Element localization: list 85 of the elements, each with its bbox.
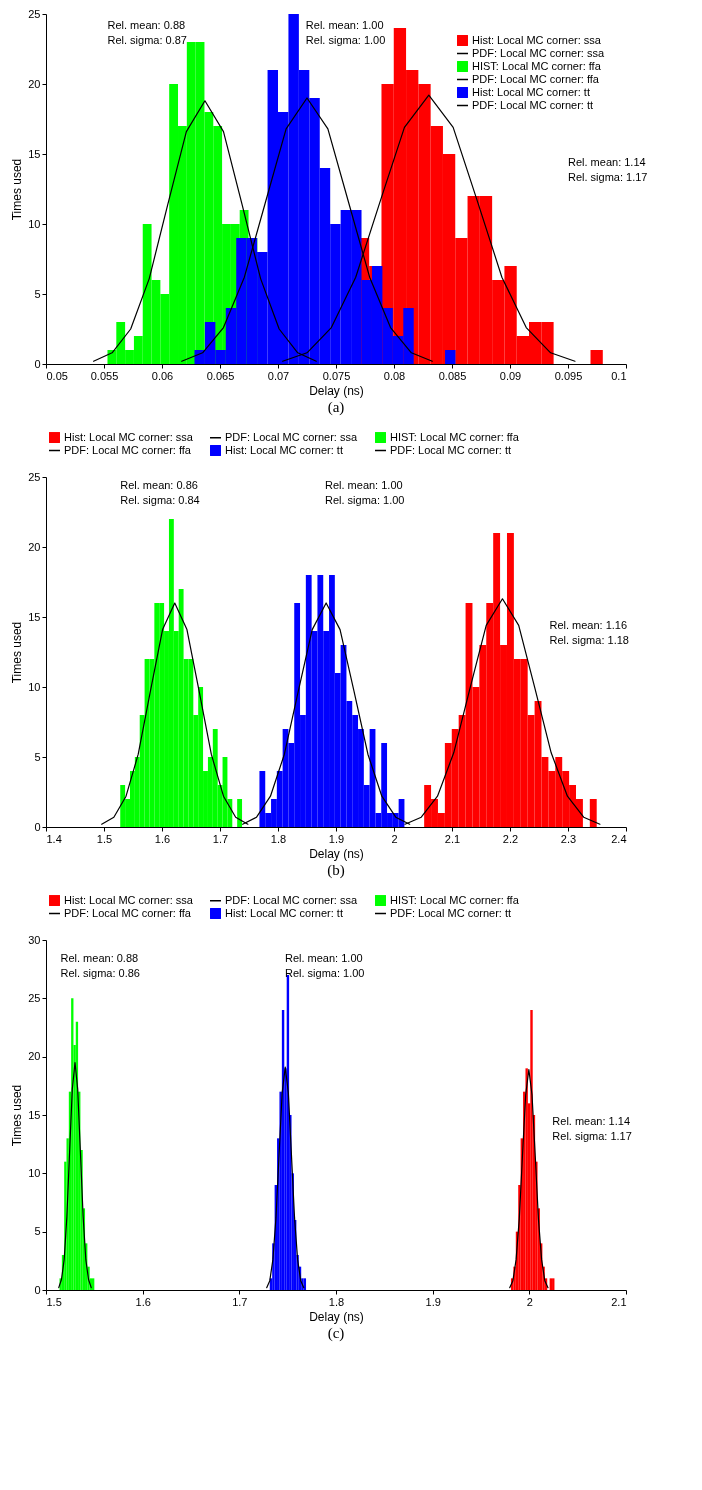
y-tick-label: 5 bbox=[34, 287, 41, 300]
y-tick-label: 15 bbox=[28, 147, 41, 160]
legend-label: Hist: Local MC corner: tt bbox=[225, 906, 343, 919]
legend-label: PDF: Local MC corner: tt bbox=[472, 98, 594, 111]
legend-label: PDF: Local MC corner: tt bbox=[390, 906, 512, 919]
annotation: Rel. mean: 1.00 Rel. sigma: 1.00 bbox=[305, 18, 386, 46]
y-tick-label: 10 bbox=[28, 217, 41, 230]
legend-label: PDF: Local MC corner: ffa bbox=[472, 72, 600, 85]
x-tick-label: 1.9 bbox=[425, 1295, 441, 1308]
x-axis-title: Delay (ns) bbox=[309, 383, 364, 398]
x-tick-label: 1.7 bbox=[212, 832, 229, 845]
annotation: Rel. mean: 1.16 Rel. sigma: 1.18 bbox=[549, 618, 629, 646]
y-tick-label: 20 bbox=[28, 1050, 41, 1063]
y-tick-label: 10 bbox=[28, 1166, 41, 1179]
x-tick-label: 2.3 bbox=[560, 832, 577, 845]
legend-label: PDF: Local MC corner: ffa bbox=[64, 906, 192, 919]
annotation: Rel. mean: 0.86 Rel. sigma: 0.84 bbox=[120, 478, 200, 506]
legend-label: HIST: Local MC corner: ffa bbox=[472, 59, 602, 72]
x-tick-label: 2.2 bbox=[502, 832, 519, 845]
x-tick-label: 1.7 bbox=[232, 1295, 248, 1308]
x-tick-label: 0.1 bbox=[611, 369, 627, 382]
x-tick-label: 1.5 bbox=[96, 832, 113, 845]
legend-label: Hist: Local MC corner: ssa bbox=[64, 893, 194, 906]
x-tick-label: 1.5 bbox=[46, 1295, 62, 1308]
x-tick-label: 1.4 bbox=[46, 832, 62, 845]
legend-label: Hist: Local MC corner: ssa bbox=[472, 33, 602, 46]
annotation: Rel. mean: 1.14 Rel. sigma: 1.17 bbox=[568, 155, 648, 183]
annotation: Rel. mean: 1.14 Rel. sigma: 1.17 bbox=[552, 1115, 632, 1143]
y-tick-label: 10 bbox=[28, 680, 41, 693]
line-series bbox=[266, 1066, 305, 1289]
x-tick-label: 1.6 bbox=[154, 832, 171, 845]
x-tick-label: 0.095 bbox=[554, 369, 583, 382]
y-tick-label: 5 bbox=[34, 750, 41, 763]
y-tick-label: 25 bbox=[28, 7, 41, 20]
x-tick-label: 1.6 bbox=[135, 1295, 151, 1308]
y-tick-label: 30 bbox=[28, 933, 41, 946]
y-axis-title: Times used bbox=[10, 158, 25, 221]
y-tick-label: 0 bbox=[34, 820, 41, 833]
x-tick-label: 0.06 bbox=[151, 369, 174, 382]
x-axis-title: Delay (ns) bbox=[309, 1309, 364, 1324]
annotation: Rel. mean: 0.88 Rel. sigma: 0.87 bbox=[107, 18, 187, 46]
text: (b) bbox=[327, 862, 345, 879]
x-tick-label: 2.1 bbox=[611, 1295, 627, 1308]
legend-label: PDF: Local MC corner: ssa bbox=[225, 893, 358, 906]
y-tick-label: 0 bbox=[34, 1283, 41, 1296]
annotation: Rel. mean: 1.00 Rel. sigma: 1.00 bbox=[324, 478, 405, 506]
annotation: Rel. mean: 0.88 Rel. sigma: 0.86 bbox=[60, 951, 140, 979]
x-tick-label: 0.085 bbox=[438, 369, 467, 382]
legend-label: HIST: Local MC corner: ffa bbox=[390, 430, 520, 443]
y-tick-label: 25 bbox=[28, 470, 41, 483]
legend-label: HIST: Local MC corner: ffa bbox=[390, 893, 520, 906]
x-tick-label: 2 bbox=[526, 1295, 533, 1308]
x-tick-label: 2.1 bbox=[444, 832, 461, 845]
x-tick-label: 0.055 bbox=[90, 369, 119, 382]
x-tick-label: 2.4 bbox=[611, 832, 627, 845]
legend-label: Hist: Local MC corner: tt bbox=[225, 443, 343, 456]
y-tick-label: 15 bbox=[28, 1108, 41, 1121]
x-tick-label: 0.05 bbox=[46, 369, 68, 382]
y-tick-label: 20 bbox=[28, 77, 41, 90]
x-tick-label: 0.09 bbox=[499, 369, 522, 382]
x-tick-label: 2 bbox=[391, 832, 398, 845]
legend-label: PDF: Local MC corner: ffa bbox=[64, 443, 192, 456]
legend-label: PDF: Local MC corner: ssa bbox=[225, 430, 358, 443]
legend-label: PDF: Local MC corner: ssa bbox=[472, 46, 605, 59]
x-tick-label: 1.8 bbox=[270, 832, 287, 845]
legend-label: PDF: Local MC corner: tt bbox=[390, 443, 512, 456]
x-axis-title: Delay (ns) bbox=[309, 846, 364, 861]
x-tick-label: 0.08 bbox=[383, 369, 406, 382]
x-tick-label: 0.07 bbox=[267, 369, 290, 382]
legend-label: Hist: Local MC corner: ssa bbox=[64, 430, 194, 443]
x-tick-label: 1.9 bbox=[328, 832, 345, 845]
x-tick-label: 0.075 bbox=[322, 369, 351, 382]
text: (c) bbox=[327, 1325, 345, 1342]
y-tick-label: 25 bbox=[28, 991, 41, 1004]
y-axis-title: Times used bbox=[10, 1084, 25, 1147]
y-tick-label: 20 bbox=[28, 540, 41, 553]
y-tick-label: 5 bbox=[34, 1225, 41, 1238]
legend-label: Hist: Local MC corner: tt bbox=[472, 85, 590, 98]
text: (a) bbox=[327, 399, 345, 416]
y-tick-label: 15 bbox=[28, 610, 41, 623]
y-tick-label: 0 bbox=[34, 357, 41, 370]
x-tick-label: 0.065 bbox=[206, 369, 235, 382]
y-axis-title: Times used bbox=[10, 621, 25, 684]
x-tick-label: 1.8 bbox=[328, 1295, 345, 1308]
annotation: Rel. mean: 1.00 Rel. sigma: 1.00 bbox=[284, 951, 365, 979]
